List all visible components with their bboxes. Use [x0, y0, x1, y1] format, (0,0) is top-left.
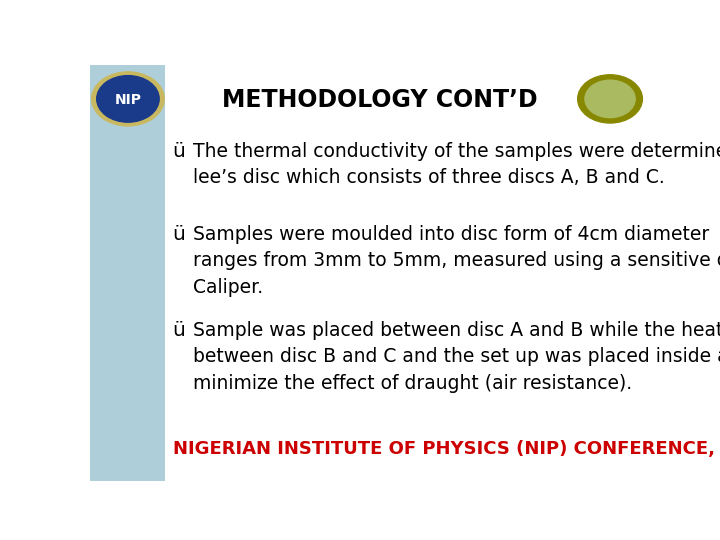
Circle shape: [96, 76, 159, 122]
FancyBboxPatch shape: [90, 65, 166, 481]
Text: NIGERIAN INSTITUTE OF PHYSICS (NIP) CONFERENCE, 2016: NIGERIAN INSTITUTE OF PHYSICS (NIP) CONF…: [173, 440, 720, 458]
Text: ü: ü: [173, 141, 186, 161]
Circle shape: [577, 75, 642, 123]
Circle shape: [91, 72, 164, 126]
Circle shape: [585, 80, 635, 118]
Text: NIP: NIP: [114, 93, 141, 107]
Text: ü: ü: [173, 225, 186, 244]
Text: The thermal conductivity of the samples were determined using modified
lee’s dis: The thermal conductivity of the samples …: [193, 141, 720, 187]
Text: Sample was placed between disc A and B while the heater was position
between dis: Sample was placed between disc A and B w…: [193, 321, 720, 393]
Text: Samples were moulded into disc form of 4cm diameter   and the thickness
ranges f: Samples were moulded into disc form of 4…: [193, 225, 720, 297]
Text: METHODOLOGY CONT’D: METHODOLOGY CONT’D: [222, 87, 538, 112]
Text: ü: ü: [173, 321, 186, 340]
